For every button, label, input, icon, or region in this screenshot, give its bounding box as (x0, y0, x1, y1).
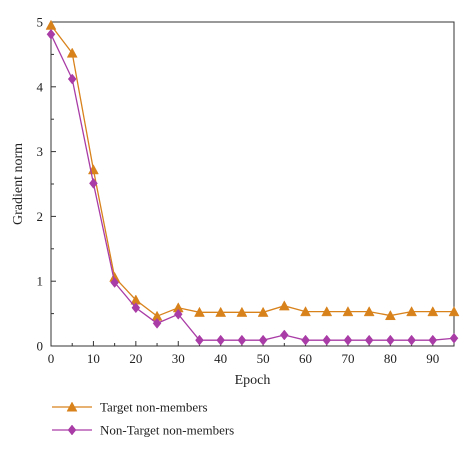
diamond-data-point (407, 334, 416, 346)
x-tick-label: 50 (257, 351, 270, 366)
legend-marker (66, 401, 78, 412)
triangle-data-point (66, 47, 78, 58)
x-tick-label: 60 (299, 351, 312, 366)
series-layer (45, 19, 460, 346)
diamond-data-point (386, 334, 395, 346)
series-line (50, 24, 454, 317)
diamond-data-point (258, 334, 268, 346)
y-tick-label: 1 (37, 274, 44, 289)
y-axis-title: Gradient norm (11, 143, 26, 225)
plot-frame (50, 21, 455, 347)
triangle-data-point (321, 306, 333, 317)
x-axis-title: Epoch (235, 373, 271, 388)
diamond-data-point (449, 332, 459, 344)
triangle-data-point (448, 306, 460, 317)
diamond-data-point (152, 317, 162, 329)
triangle-data-point (257, 306, 269, 317)
x-tick-label: 20 (129, 351, 142, 366)
y-tick-label: 2 (37, 209, 44, 224)
y-tick-label: 3 (37, 144, 44, 159)
diamond-data-point (343, 334, 353, 346)
x-tick-label: 70 (341, 351, 354, 366)
legend-item: Target non-members (52, 400, 208, 415)
diamond-data-point (428, 334, 438, 346)
series-line (50, 34, 455, 341)
diamond-data-point (279, 329, 289, 341)
legend-marker (67, 424, 77, 436)
diamond-data-point (364, 334, 374, 346)
triangle-data-point (384, 310, 396, 321)
triangle-data-point (363, 306, 375, 317)
legend-label: Non-Target non-members (100, 423, 234, 438)
diamond-data-point (322, 334, 332, 346)
x-tick-label: 40 (214, 351, 227, 366)
triangle-data-point (236, 306, 248, 317)
triangle-data-point (427, 306, 439, 317)
legend-item: Non-Target non-members (52, 423, 234, 438)
x-tick-label: 30 (172, 351, 185, 366)
x-tick-label: 10 (87, 351, 100, 366)
diamond-data-point (237, 334, 247, 346)
y-tick-label: 0 (37, 339, 44, 354)
triangle-data-point (342, 306, 354, 317)
series-2 (46, 28, 459, 346)
diamond-data-point (216, 334, 226, 346)
x-tick-label: 0 (48, 351, 55, 366)
axes: 0 10 20 30 40 50 60 70 80 90 0 1 2 3 4 5 (37, 15, 455, 366)
diamond-data-point (89, 177, 98, 189)
legend-label: Target non-members (100, 400, 208, 415)
series-1 (45, 19, 460, 321)
triangle-data-point (278, 300, 290, 311)
triangle-data-point (406, 306, 417, 317)
diamond-data-point (46, 28, 56, 40)
y-tick-label: 4 (37, 79, 44, 94)
diamond-data-point (67, 73, 77, 85)
y-tick-label: 5 (37, 15, 44, 30)
triangle-data-point (300, 306, 311, 317)
x-tick-label: 90 (426, 351, 439, 366)
x-tick-label: 80 (384, 351, 397, 366)
diamond-data-point (110, 277, 119, 288)
diamond-data-point (131, 302, 141, 314)
diamond-data-point (173, 308, 183, 320)
diamond-data-point (301, 334, 310, 346)
triangle-data-point (215, 306, 227, 317)
legend: Target non-members Non-Target non-members (52, 400, 234, 438)
diamond-data-point (195, 334, 204, 346)
triangle-data-point (194, 306, 205, 317)
